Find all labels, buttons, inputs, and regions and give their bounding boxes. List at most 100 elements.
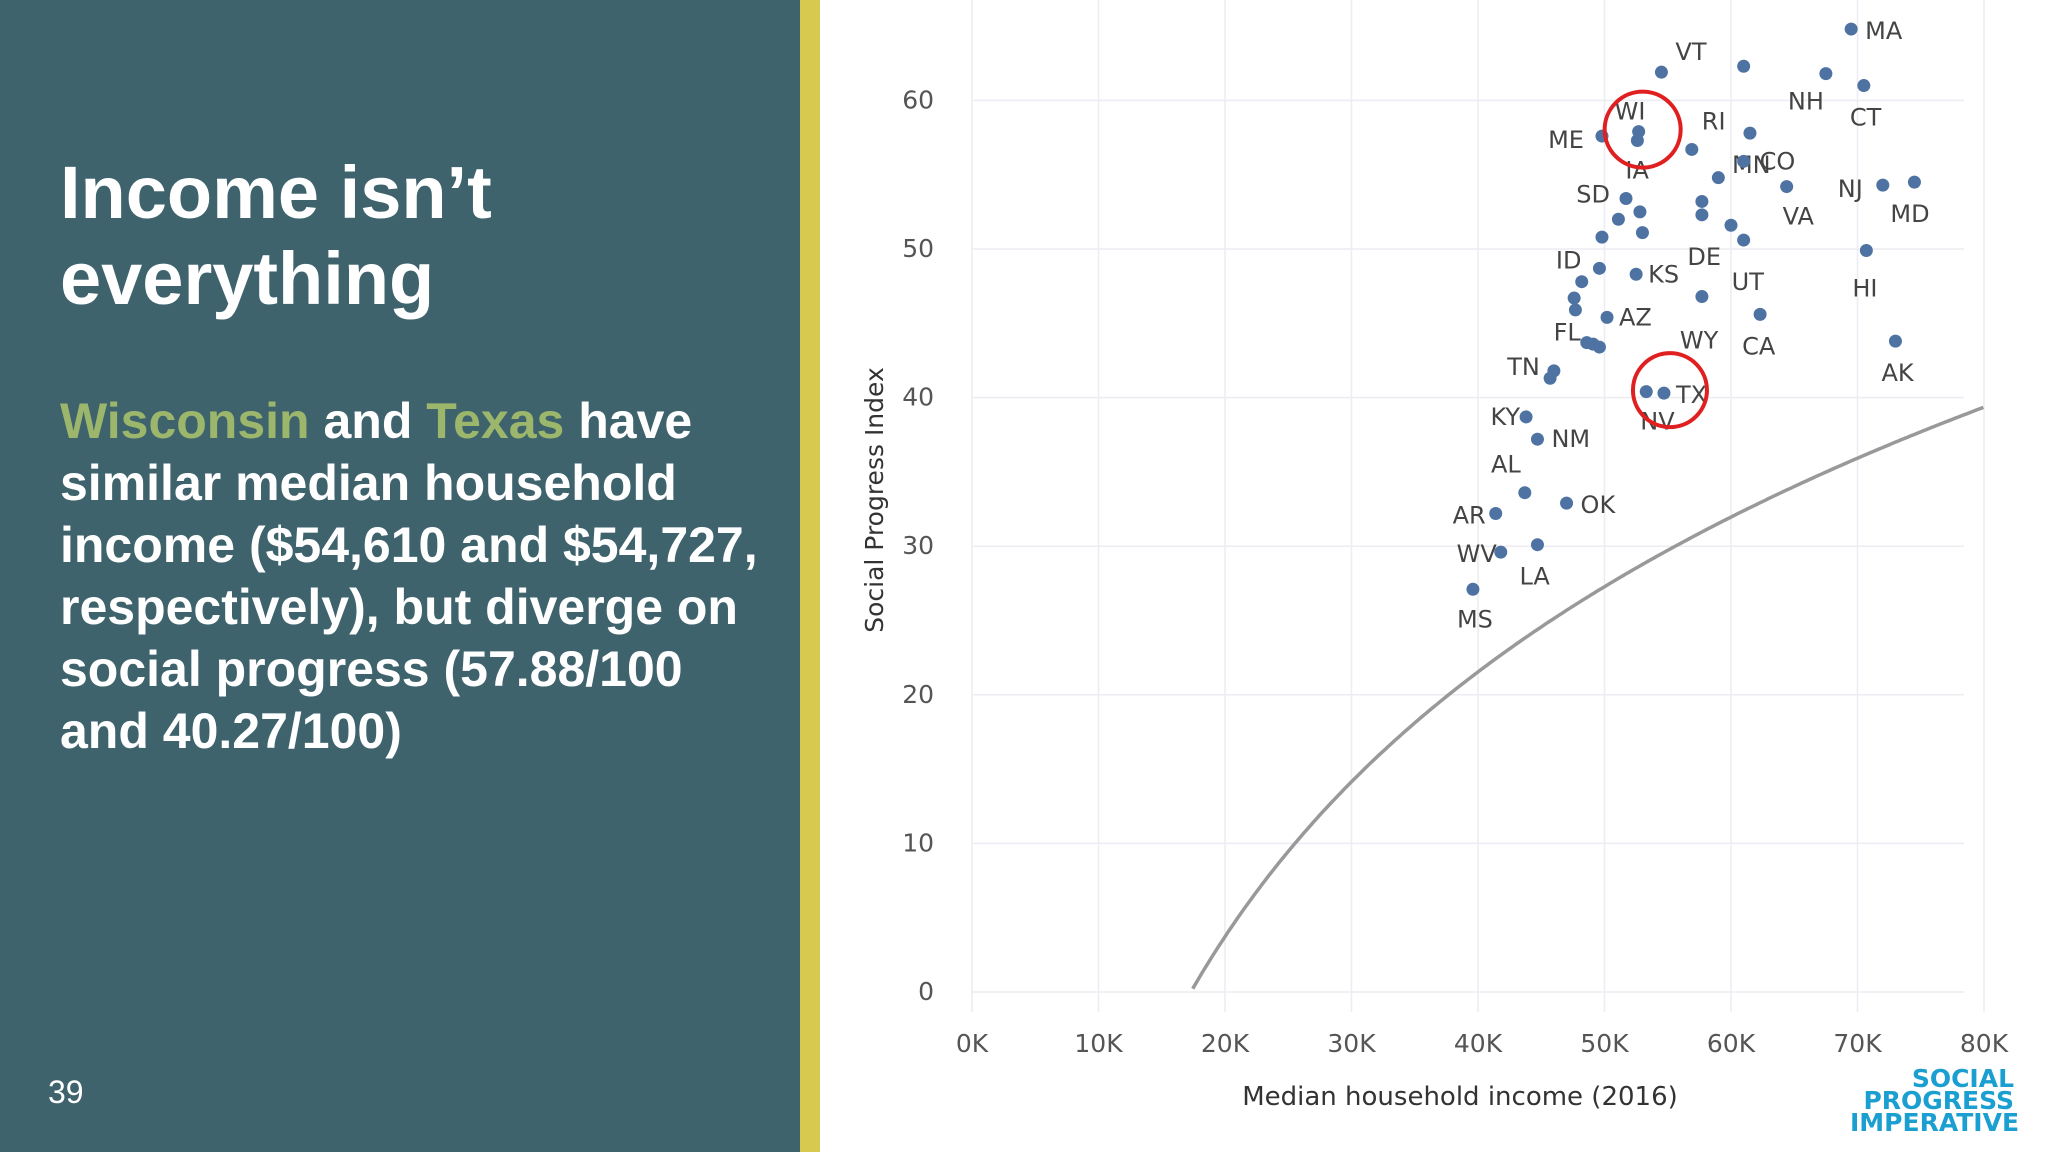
point-label: MD <box>1890 200 1929 228</box>
data-point <box>1611 212 1625 226</box>
slide-body: Wisconsin and Texas have similar median … <box>60 390 760 762</box>
data-point <box>1639 385 1653 399</box>
point-label: SD <box>1576 180 1610 208</box>
point-label: AR <box>1453 502 1486 530</box>
y-tick-label: 40 <box>902 383 934 412</box>
data-point <box>1633 205 1647 219</box>
scatter-chart: 0K 10K 20K 30K 40K 50K 60K 70K 80K 0 10 20 30 40 50 60 M… <box>860 0 2009 1112</box>
slide-title-line2: everything <box>60 237 435 320</box>
data-point <box>1743 126 1757 140</box>
data-point <box>1635 226 1649 240</box>
data-point <box>1859 243 1873 257</box>
data-point <box>1592 340 1606 354</box>
data-point <box>1489 507 1503 521</box>
data-point <box>1630 134 1644 148</box>
x-tick-label: 60K <box>1707 1029 1756 1058</box>
left-panel <box>0 0 800 1152</box>
data-point <box>1494 545 1508 559</box>
point-label: NV <box>1640 408 1675 436</box>
data-point <box>1737 233 1751 247</box>
point-label: AK <box>1881 359 1914 387</box>
data-point <box>1592 261 1606 275</box>
tx-highlight-circle <box>1630 351 1709 430</box>
data-point <box>1819 67 1833 81</box>
logo-line3: IMPERATIVE <box>1850 1108 2020 1137</box>
point-label: VT <box>1675 38 1706 66</box>
x-tick-label: 10K <box>1074 1029 1123 1058</box>
data-point <box>1568 303 1582 317</box>
logo-line1: SOCIAL <box>1911 1064 2014 1093</box>
body-text-1: and <box>309 393 427 449</box>
data-point <box>1711 171 1725 185</box>
data-point <box>1737 59 1751 73</box>
point-label: WY <box>1680 327 1719 355</box>
point-label: MS <box>1457 605 1493 633</box>
data-point <box>1543 371 1557 385</box>
data-point <box>1695 208 1709 222</box>
data-point <box>1753 307 1767 321</box>
point-label: NH <box>1788 88 1824 116</box>
data-point <box>1724 218 1738 232</box>
x-axis-title: Median household income (2016) <box>1242 1082 1678 1112</box>
data-point <box>1857 79 1871 93</box>
point-label: TN <box>1506 353 1540 381</box>
x-tick-label: 50K <box>1580 1029 1629 1058</box>
data-point <box>1595 230 1609 244</box>
point-label: MA <box>1865 17 1903 45</box>
point-label: FL <box>1554 319 1582 347</box>
point-label: KS <box>1648 260 1679 288</box>
point-label: DE <box>1687 243 1721 271</box>
point-label: VA <box>1783 203 1815 231</box>
data-point <box>1780 180 1794 194</box>
point-label: KY <box>1491 403 1521 431</box>
x-tick-label: 30K <box>1327 1029 1376 1058</box>
x-tick-label: 20K <box>1201 1029 1250 1058</box>
data-point <box>1619 191 1633 205</box>
data-point <box>1567 291 1581 305</box>
y-tick-label: 30 <box>902 531 934 560</box>
data-point <box>1466 582 1480 596</box>
data-point <box>1560 496 1574 510</box>
point-label: WV <box>1457 540 1498 568</box>
accent-bar <box>800 0 820 1152</box>
texas-highlight: Texas <box>426 393 565 449</box>
point-label: NJ <box>1838 175 1863 203</box>
data-point <box>1629 267 1643 281</box>
point-label: OK <box>1581 491 1617 519</box>
data-point <box>1907 175 1921 189</box>
point-label: NM <box>1551 425 1590 453</box>
point-label: AL <box>1491 451 1521 479</box>
point-label: TX <box>1675 381 1707 409</box>
social-progress-imperative-logo: SOCIAL PROGRESS IMPERATIVE <box>1850 1064 2020 1137</box>
point-label: ID <box>1556 246 1582 274</box>
point-label: CA <box>1742 332 1776 360</box>
logo-line2: PROGRESS <box>1863 1086 2014 1115</box>
data-point <box>1600 310 1614 324</box>
y-axis-title: Social Progress Index <box>860 367 889 633</box>
y-tick-label: 20 <box>902 680 934 709</box>
y-tick-label: 0 <box>918 977 934 1006</box>
point-label: AZ <box>1619 303 1652 331</box>
slide-title-line1: Income isn’t <box>60 151 492 234</box>
point-label: RI <box>1702 107 1726 135</box>
data-point <box>1737 154 1751 168</box>
data-point <box>1657 386 1671 400</box>
point-label: HI <box>1852 274 1877 302</box>
point-label: UT <box>1732 268 1765 296</box>
body-text-2: have similar median household income ($5… <box>60 393 758 759</box>
point-label: IA <box>1625 157 1649 185</box>
data-point <box>1876 178 1890 192</box>
data-point <box>1530 538 1544 552</box>
data-point <box>1575 275 1589 289</box>
data-point <box>1518 486 1532 500</box>
point-label: WI <box>1615 98 1646 126</box>
y-tick-label: 60 <box>902 85 934 114</box>
x-tick-label: 40K <box>1454 1029 1503 1058</box>
point-label: CO <box>1760 147 1796 175</box>
data-point <box>1695 194 1709 208</box>
x-tick-label: 70K <box>1833 1029 1882 1058</box>
data-point <box>1888 334 1902 348</box>
data-point <box>1519 410 1533 424</box>
page-number: 39 <box>48 1074 84 1110</box>
trend-line <box>1191 405 1985 990</box>
